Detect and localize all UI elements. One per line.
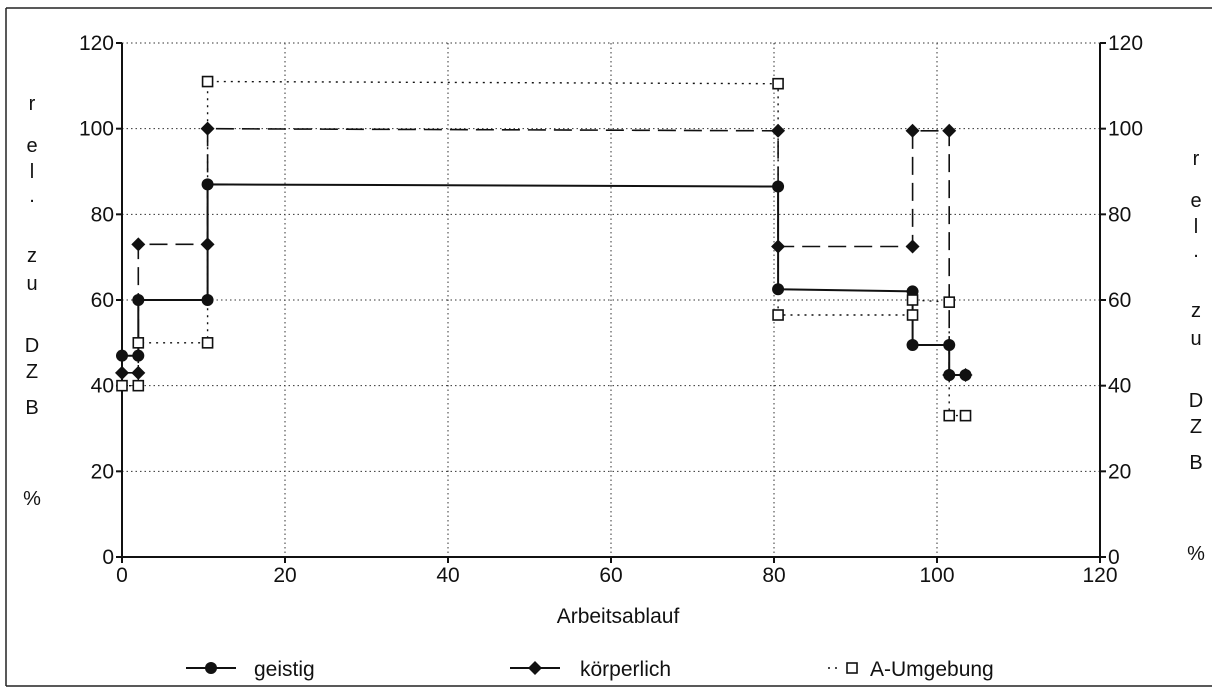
legend-label: A-Umgebung (870, 658, 994, 681)
data-point-square (906, 294, 919, 306)
y-tick-label-right: 100 (1108, 118, 1143, 141)
data-point-square (116, 379, 128, 392)
y-axis-label-left-char: l (30, 161, 34, 183)
y-axis-label-right-char: % (1187, 543, 1205, 565)
y-tick-label-right: 120 (1108, 32, 1143, 55)
y-axis-label-left-char: . (29, 185, 35, 207)
y-axis-label-left-char: % (23, 488, 41, 510)
data-point-diamond (958, 367, 973, 382)
legend-label: geistig (254, 658, 315, 681)
x-axis-label: Arbeitsablauf (557, 605, 680, 628)
y-tick-label-left: 80 (91, 203, 114, 226)
y-axis-label-left-char: r (29, 93, 36, 115)
data-point-circle (205, 662, 217, 674)
data-point-square (906, 309, 919, 321)
data-point-square (201, 75, 214, 88)
legend-item: geistig (186, 658, 315, 681)
data-point-square (201, 337, 214, 349)
y-tick-label-right: 60 (1108, 289, 1131, 312)
data-point-diamond (942, 123, 957, 138)
legend-label: körperlich (580, 658, 671, 681)
data-point-diamond (115, 365, 129, 380)
y-tick-label-left: 60 (91, 289, 114, 312)
legend: geistig körperlich A-Umgebung (186, 658, 994, 681)
y-axis-label-left-char: u (26, 273, 37, 295)
y-tick-label-left: 100 (79, 118, 114, 141)
y-tick-label-right: 40 (1108, 375, 1131, 398)
y-axis-label-right-char: . (1193, 240, 1199, 262)
y-tick-label-right: 80 (1108, 203, 1131, 226)
y-axis-label-right-char: l (1194, 216, 1198, 238)
y-axis-label-right-char: r (1193, 148, 1200, 170)
y-tick-label-right: 20 (1108, 460, 1131, 483)
data-point-square (772, 77, 784, 90)
data-point-square (959, 409, 972, 422)
data-point-circle (906, 338, 919, 351)
legend-item: körperlich (510, 658, 671, 681)
x-tick-label: 20 (273, 564, 296, 587)
y-axis-label-right-char: B (1189, 452, 1202, 474)
series-square-open (116, 75, 972, 422)
x-tick-label: 40 (436, 564, 459, 587)
data-point-square (132, 337, 145, 349)
series-line (122, 127, 966, 376)
data-point-circle (116, 349, 128, 362)
y-axis-label-left-char: e (26, 135, 37, 157)
data-point-square (772, 309, 784, 321)
y-tick-label-right: 0 (1108, 546, 1120, 569)
data-point-diamond (771, 239, 786, 254)
y-axis-label-left-char: z (27, 245, 37, 267)
data-point-diamond (131, 237, 146, 252)
x-tick-label: 120 (1082, 564, 1117, 587)
y-tick-label-left: 0 (102, 546, 114, 569)
series-diamond (115, 121, 973, 382)
y-axis-label-right-char: D (1189, 390, 1203, 412)
y-axis-label-right-char: e (1190, 190, 1201, 212)
data-point-diamond (528, 661, 542, 675)
data-point-diamond (905, 239, 920, 254)
y-axis-label-right-char: z (1191, 300, 1201, 322)
y-axis-label-left-char: Z (26, 361, 38, 383)
data-point-diamond (771, 123, 786, 138)
x-tick-label: 80 (762, 564, 785, 587)
y-axis-label-left-char: D (25, 335, 39, 357)
series-line (122, 80, 966, 417)
data-point-diamond (905, 123, 920, 138)
x-tick-label: 100 (919, 564, 954, 587)
series-line (122, 183, 966, 376)
axis-layer (5, 7, 1212, 687)
data-point-circle (201, 294, 214, 306)
data-point-square (132, 379, 145, 392)
y-tick-label-left: 120 (79, 32, 114, 55)
legend-item: A-Umgebung (828, 658, 994, 681)
data-point-diamond (200, 237, 215, 252)
data-point-diamond (200, 121, 215, 136)
y-axis-label-left-char: B (25, 397, 38, 419)
y-tick-label-left: 40 (91, 375, 114, 398)
data-point-circle (772, 180, 785, 193)
data-point-square (943, 296, 956, 308)
x-tick-label: 0 (116, 564, 128, 587)
data-point-square (943, 409, 956, 422)
series-circle (116, 178, 972, 381)
grid-layer (122, 42, 1100, 557)
series-layer (115, 75, 973, 422)
y-axis-label-right-char: Z (1190, 416, 1202, 438)
data-point-circle (772, 283, 785, 296)
x-tick-label: 60 (599, 564, 622, 587)
y-tick-label-left: 20 (91, 460, 114, 483)
data-point-square (846, 662, 858, 674)
y-axis-label-right-char: u (1190, 328, 1201, 350)
